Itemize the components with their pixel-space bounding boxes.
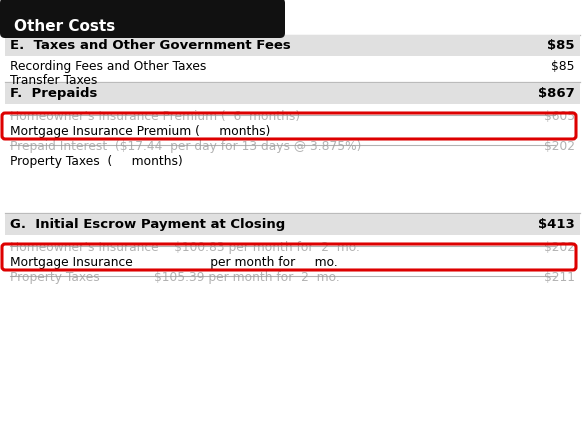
Text: $202: $202 xyxy=(544,241,575,254)
Text: $85: $85 xyxy=(552,60,575,73)
Text: E.  Taxes and Other Government Fees: E. Taxes and Other Government Fees xyxy=(10,39,291,52)
FancyBboxPatch shape xyxy=(5,214,580,235)
Text: $85: $85 xyxy=(548,39,575,52)
Text: F.  Prepaids: F. Prepaids xyxy=(10,87,97,100)
Text: $413: $413 xyxy=(538,218,575,231)
Text: $867: $867 xyxy=(538,87,575,100)
Text: $605: $605 xyxy=(544,110,575,123)
FancyBboxPatch shape xyxy=(5,83,580,104)
Text: Property Taxes  (     months): Property Taxes ( months) xyxy=(10,155,183,168)
Text: Homeowner’s Insurance    $100.83 per month for  2  mo.: Homeowner’s Insurance $100.83 per month … xyxy=(10,241,360,254)
Text: Prepaid Interest  ($17.44  per day for 13 days @ 3.875%): Prepaid Interest ($17.44 per day for 13 … xyxy=(10,140,362,153)
Text: G.  Initial Escrow Payment at Closing: G. Initial Escrow Payment at Closing xyxy=(10,218,285,231)
Text: Homeowner’s Insurance Premium (  6  months): Homeowner’s Insurance Premium ( 6 months… xyxy=(10,110,300,123)
Text: Property Taxes              $105.39 per month for  2  mo.: Property Taxes $105.39 per month for 2 m… xyxy=(10,271,340,284)
FancyBboxPatch shape xyxy=(0,0,285,38)
Text: $202: $202 xyxy=(544,140,575,153)
Text: $211: $211 xyxy=(544,271,575,284)
Text: Mortgage Insurance                    per month for     mo.: Mortgage Insurance per month for mo. xyxy=(10,256,338,269)
Text: Other Costs: Other Costs xyxy=(14,19,115,34)
Text: Recording Fees and Other Taxes: Recording Fees and Other Taxes xyxy=(10,60,207,73)
FancyBboxPatch shape xyxy=(5,35,580,56)
Text: Mortgage Insurance Premium (     months): Mortgage Insurance Premium ( months) xyxy=(10,125,270,138)
Text: Transfer Taxes: Transfer Taxes xyxy=(10,74,97,87)
